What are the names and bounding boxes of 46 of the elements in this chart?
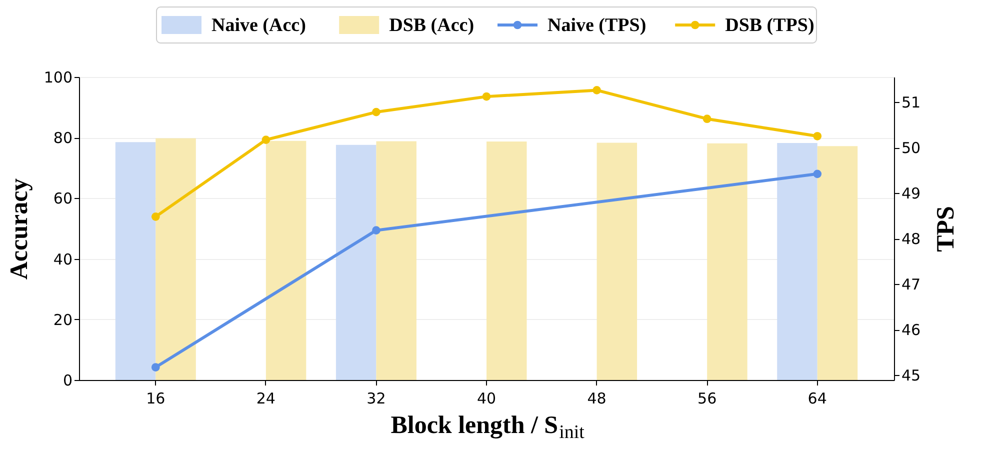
bar	[777, 143, 818, 380]
bar	[707, 143, 748, 380]
x-tick-label: 32	[366, 390, 386, 408]
bar	[115, 142, 156, 380]
point	[151, 363, 160, 372]
legend-label: Naive (TPS)	[548, 15, 646, 36]
x-tick-label: 56	[698, 390, 717, 408]
x-tick-label: 64	[808, 390, 827, 408]
y-tick-label: 0	[62, 372, 72, 390]
y2-tick-label: 45	[902, 366, 921, 384]
y2-tick-label: 46	[902, 321, 921, 339]
point	[813, 132, 822, 140]
y-tick-label: 100	[44, 68, 72, 86]
y2-tick-label: 51	[902, 94, 921, 112]
legend-label: DSB (TPS)	[725, 15, 814, 36]
x-tick-label: 40	[476, 390, 496, 408]
y-axis-title: Accuracy	[6, 178, 33, 280]
y2-tick-label: 50	[902, 139, 921, 158]
point	[482, 92, 491, 101]
y-tick-label: 80	[53, 129, 72, 148]
point	[702, 114, 712, 124]
legend-label: Naive (Acc)	[212, 15, 306, 36]
bar	[486, 142, 527, 380]
y2-tick-label: 49	[902, 184, 921, 203]
point	[372, 108, 380, 116]
x-tick-label: 16	[146, 390, 166, 408]
bar	[156, 138, 196, 380]
y-tick-label: 20	[53, 310, 72, 329]
point	[372, 226, 380, 234]
bar	[596, 142, 638, 380]
bar	[266, 140, 306, 380]
point	[151, 212, 160, 221]
bar	[376, 141, 416, 380]
x-tick-label: 48	[587, 390, 606, 408]
y-tick-label: 40	[53, 250, 72, 268]
bar	[817, 146, 858, 380]
y2-tick-label: 47	[902, 276, 921, 294]
y2-axis-title: TPS	[932, 206, 960, 252]
x-tick-label: 24	[256, 390, 276, 408]
point	[592, 86, 601, 94]
point	[813, 170, 822, 178]
y2-tick-label: 48	[902, 230, 921, 248]
bar	[336, 144, 376, 380]
legend-label: DSB (Acc)	[389, 15, 474, 36]
y-tick-label: 60	[53, 190, 72, 208]
point	[262, 136, 270, 144]
